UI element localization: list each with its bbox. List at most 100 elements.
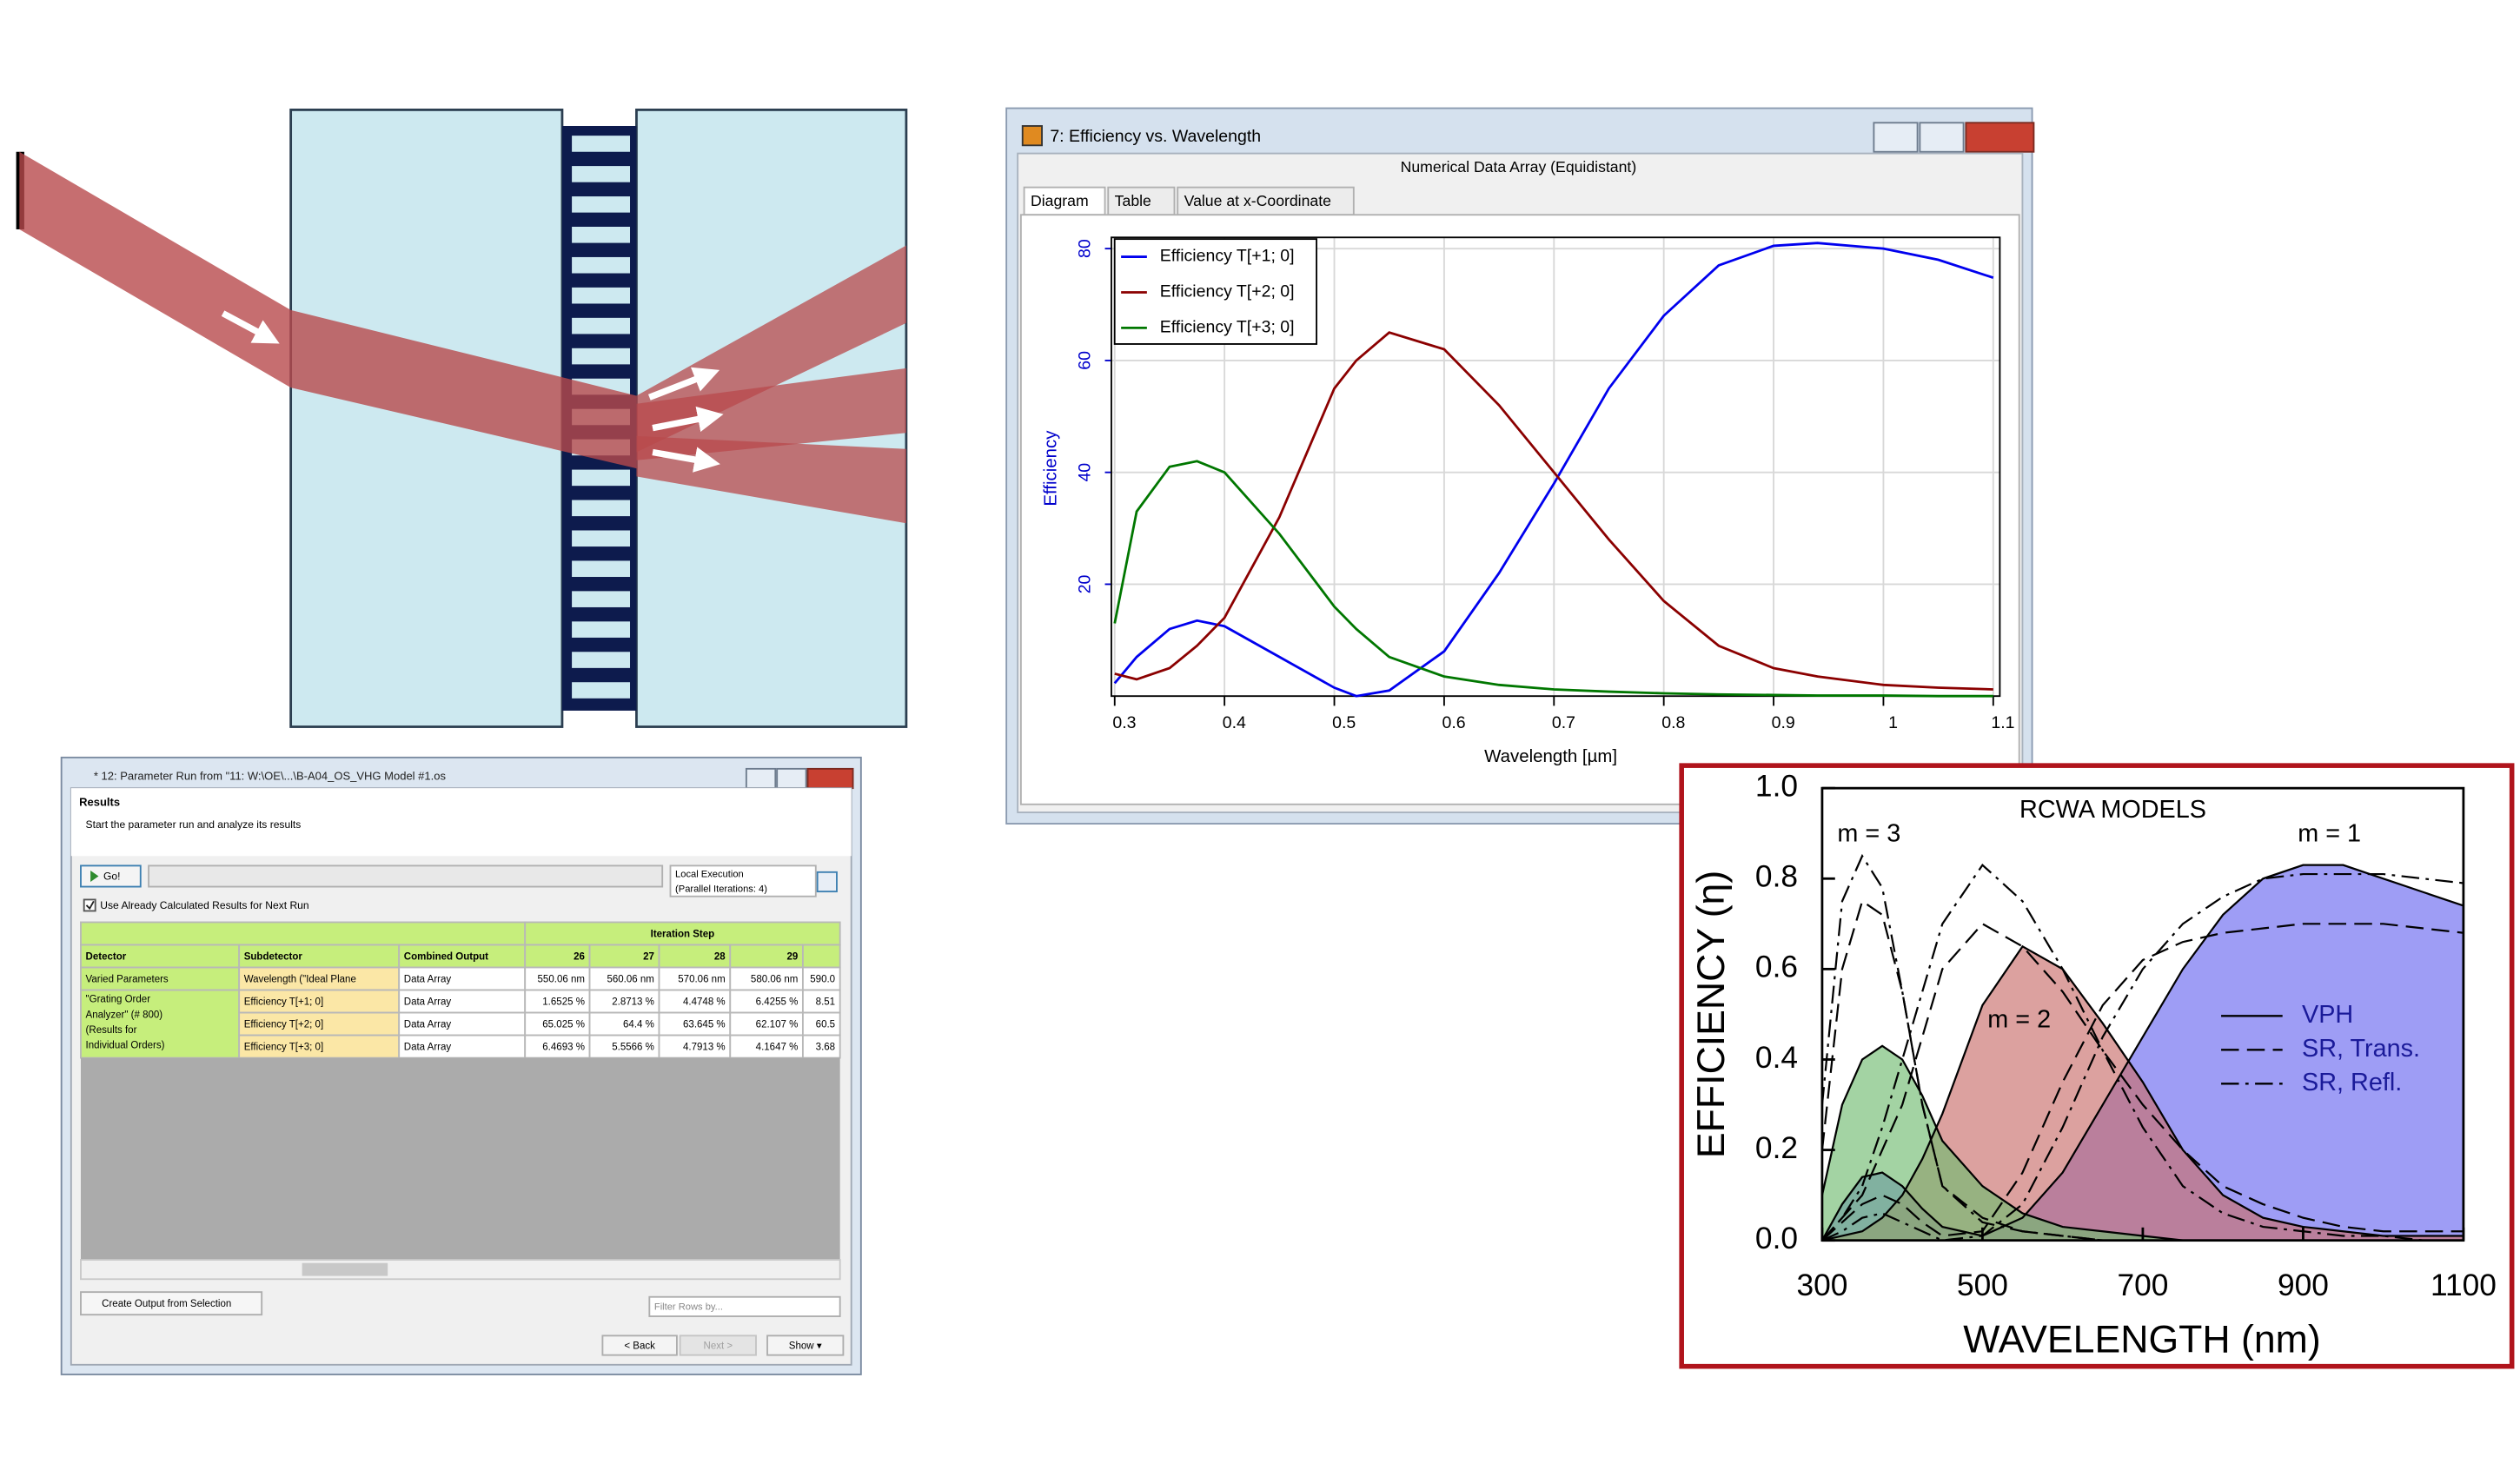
stripe: [572, 500, 631, 517]
stripe: [572, 560, 631, 578]
window-subtitle: Numerical Data Array (Equidistant): [1401, 158, 1637, 176]
order-label: m = 1: [2298, 820, 2361, 848]
legend-box: [1113, 238, 1317, 345]
model-curve: [1821, 923, 2464, 1242]
cell-text: 64.4 %: [623, 1020, 654, 1030]
header-area: [70, 788, 852, 857]
table-cell: [658, 1011, 732, 1037]
x-tick-label: 1.1: [1991, 713, 2014, 732]
cell-text: Wavelength ("Ideal Plane: [244, 974, 356, 984]
cell-text: Efficiency T[+1; 0]: [244, 997, 323, 1008]
parallel-note: (Parallel Iterations: 4): [675, 884, 767, 894]
stripe: [572, 682, 631, 699]
order-area: [1821, 1045, 2464, 1241]
table-cell: [524, 944, 591, 969]
cell-text: 580.06 nm: [751, 974, 798, 984]
close-button[interactable]: [1965, 122, 2035, 153]
y-tick-label: 60: [1075, 351, 1094, 370]
cell-text: Data Array: [404, 1043, 452, 1053]
close-button[interactable]: [806, 767, 854, 790]
x-tick-label: 0.7: [1552, 713, 1575, 732]
x-tick-label: 700: [2117, 1268, 2168, 1302]
y-tick-label: 1.0: [1755, 769, 1798, 803]
button-label: Next >: [704, 1341, 733, 1351]
cell-text: Subdetector: [244, 951, 303, 962]
section-title: Results: [79, 795, 120, 808]
tab[interactable]: [1177, 186, 1355, 216]
y-tick-label: 0.0: [1755, 1222, 1798, 1255]
filter-input[interactable]: [648, 1295, 841, 1317]
cell-text: Data Array: [404, 997, 452, 1008]
minimize-button[interactable]: [745, 767, 777, 790]
stripe: [572, 287, 631, 304]
incident-beam: [19, 151, 637, 469]
cell-text: 65.025 %: [542, 1020, 585, 1030]
legend-label: VPH: [2302, 1001, 2353, 1029]
maximize-button[interactable]: [776, 767, 807, 790]
y-tick-label: 20: [1075, 574, 1094, 593]
stripe: [572, 652, 631, 668]
cell-text: Combined Output: [404, 951, 488, 962]
show-button[interactable]: [766, 1335, 845, 1356]
stripe: [572, 621, 631, 638]
settings-button[interactable]: [816, 871, 838, 893]
table-cell: [524, 966, 591, 991]
filter-placeholder: Filter Rows by...: [654, 1302, 723, 1313]
go-label: Go!: [103, 871, 120, 883]
group-header: Iteration Step: [651, 929, 715, 939]
table-cell: [588, 1034, 660, 1059]
progress-bar: [148, 864, 664, 888]
tab-label: Diagram: [1031, 192, 1089, 209]
cell-text: 62.107 %: [756, 1020, 799, 1030]
next-button[interactable]: [679, 1335, 757, 1356]
maximize-button[interactable]: [1919, 122, 1965, 153]
legend-label: SR, Trans.: [2302, 1035, 2420, 1063]
stripe: [572, 136, 631, 152]
button-label: < Back: [624, 1341, 655, 1351]
cell-text: 5.5566 %: [612, 1043, 654, 1053]
section-subtitle: Start the parameter run and analyze its …: [86, 818, 302, 831]
order-label: m = 3: [1837, 820, 1900, 848]
table-cell: [524, 989, 591, 1014]
tab-label: Table: [1115, 192, 1151, 209]
y-tick-label: 0.4: [1755, 1041, 1798, 1075]
model-curve: [1821, 922, 2464, 1242]
play-icon: [90, 870, 99, 882]
minimize-button[interactable]: [1873, 122, 1919, 153]
execution-mode: Local Execution: [675, 870, 744, 880]
x-tick-label: 1: [1888, 713, 1898, 732]
order-area: [1821, 864, 2464, 1241]
y-tick-label: 0.6: [1755, 950, 1798, 984]
table-cell: [658, 1034, 732, 1059]
table-cell: [398, 966, 527, 991]
cell-text: 2.8713 %: [612, 997, 654, 1008]
create-output-button[interactable]: [80, 1291, 263, 1316]
chart-title: RCWA MODELS: [2019, 796, 2206, 824]
x-tick-label: 0.5: [1332, 713, 1356, 732]
execution-box: [669, 864, 817, 897]
x-tick-label: 900: [2278, 1268, 2329, 1302]
table-cell: [80, 944, 241, 969]
cell-text: 1.6525 %: [542, 997, 585, 1008]
x-tick-label: 0.6: [1442, 713, 1466, 732]
cell-text: 26: [574, 951, 585, 962]
check: [85, 900, 95, 911]
scroll-thumb[interactable]: [302, 1262, 388, 1276]
order-label: m = 2: [1987, 1005, 2051, 1033]
cell-text: 590.0: [810, 974, 835, 984]
scrollbar: [80, 1259, 841, 1281]
cell-text: 28: [714, 951, 726, 962]
series-line: [1114, 331, 1993, 691]
y-tick-label: 40: [1075, 463, 1094, 482]
cell-text: Efficiency T[+2; 0]: [244, 1020, 323, 1030]
button-label: Show ▾: [789, 1341, 822, 1351]
stripe: [572, 348, 631, 365]
button-label: Create Output from Selection: [102, 1299, 231, 1309]
series-line: [1113, 242, 1994, 698]
stripe: [572, 256, 631, 274]
back-button[interactable]: [601, 1335, 678, 1356]
stripe: [572, 166, 631, 182]
window-title: 7: Efficiency vs. Wavelength: [1050, 127, 1261, 146]
tab[interactable]: [1107, 186, 1176, 216]
